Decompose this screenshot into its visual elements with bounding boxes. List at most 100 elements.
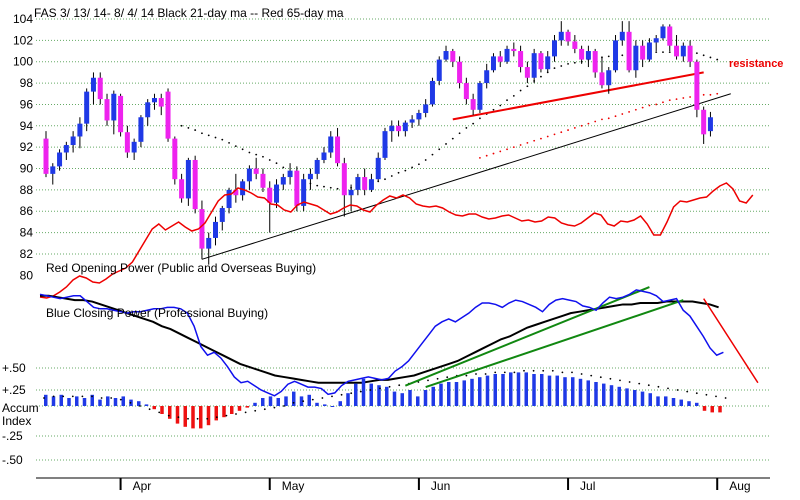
candle-body xyxy=(192,159,198,210)
ma21-dot xyxy=(499,104,502,107)
ma65-dot xyxy=(716,92,719,95)
candle-body xyxy=(131,141,137,153)
candle-body xyxy=(97,77,103,100)
accum-ma-dot xyxy=(119,398,122,401)
accum-ma-dot xyxy=(388,385,391,388)
candle-body xyxy=(43,138,49,174)
candle-body xyxy=(84,91,90,124)
ma21-dot xyxy=(424,159,427,161)
candle-body xyxy=(260,173,266,188)
candle-body xyxy=(423,104,429,113)
candle-body xyxy=(368,179,374,190)
accum-ma-dot xyxy=(81,395,84,398)
ma21-dot xyxy=(248,151,251,154)
ma65-dot xyxy=(546,135,549,138)
candle-body xyxy=(396,125,402,132)
candle-body xyxy=(70,136,76,146)
accum-axis-label: +.50 xyxy=(2,361,26,375)
ma65-dot xyxy=(675,98,678,100)
accum-ma-dot xyxy=(686,390,689,393)
candle-body xyxy=(633,45,639,71)
ma65-dot xyxy=(702,93,705,96)
ma21-dot xyxy=(262,155,264,158)
candle-body xyxy=(572,41,578,49)
accum-bar xyxy=(532,374,536,406)
price-tick-label: 88 xyxy=(20,183,34,197)
accum-ma-dot xyxy=(503,371,506,374)
ma21-dot xyxy=(336,187,339,190)
accum-bar xyxy=(485,375,490,406)
candle-body xyxy=(436,59,442,81)
candle-body xyxy=(294,170,300,206)
candle-body xyxy=(497,56,503,62)
accum-ma-dot xyxy=(206,417,209,420)
ma21-dot xyxy=(553,67,556,70)
accum-ma-dot xyxy=(359,390,362,393)
ma21-dot xyxy=(390,175,393,177)
accum-bar xyxy=(67,398,71,406)
accum-bar xyxy=(175,406,180,424)
red-opening-power-line xyxy=(39,182,754,299)
price-candles xyxy=(43,21,713,265)
candle-body xyxy=(511,48,517,52)
accum-bar xyxy=(416,396,420,406)
accum-bar xyxy=(168,406,172,419)
candle-body xyxy=(253,168,259,174)
ma21-dot xyxy=(709,56,712,59)
ma21-dot xyxy=(655,51,658,54)
candle-body xyxy=(301,179,307,206)
ma21-dot xyxy=(418,163,420,166)
accum-axis-label: -.50 xyxy=(2,453,23,467)
candle-body xyxy=(701,109,707,135)
candle-body xyxy=(477,83,483,110)
ma21-dot xyxy=(384,178,386,181)
ma21-dot xyxy=(207,134,210,137)
accum-ma-dot xyxy=(292,401,295,404)
accum-bar xyxy=(214,406,218,421)
candle-body xyxy=(585,51,591,60)
accum-bar xyxy=(633,390,637,406)
accum-bar xyxy=(292,391,296,406)
candle-body xyxy=(694,61,700,110)
ma65-dot xyxy=(689,96,691,98)
resistance-line xyxy=(452,71,704,121)
accum-bar xyxy=(423,390,428,406)
red-power-label: Red Opening Power (Public and Overseas B… xyxy=(46,261,316,275)
candle-body xyxy=(382,131,388,158)
accum-bar xyxy=(315,402,319,406)
price-tick-label: 104 xyxy=(13,12,33,26)
ma65-dot xyxy=(587,122,590,125)
accum-ma-dot xyxy=(263,408,266,411)
month-label: Aug xyxy=(729,479,750,493)
candle-body xyxy=(552,40,557,57)
accum-bar xyxy=(462,380,466,406)
candle-body xyxy=(226,189,232,209)
accum-bar xyxy=(307,394,311,406)
accum-ma-dot xyxy=(62,395,65,398)
candle-body xyxy=(429,80,435,105)
accum-bar xyxy=(400,393,404,406)
candle-body xyxy=(375,157,381,180)
candle-body xyxy=(341,163,347,196)
month-label: Apr xyxy=(133,479,152,493)
accum-ma-dot xyxy=(167,414,170,417)
accum-ma-dot xyxy=(43,397,45,399)
ma65-dot xyxy=(526,141,529,144)
ma21-dot xyxy=(519,89,522,92)
accum-bar xyxy=(664,396,668,406)
accum-bar xyxy=(392,391,397,406)
ma21-dot xyxy=(241,148,244,151)
candle-body xyxy=(707,117,713,132)
accum-bar xyxy=(276,398,280,406)
accum-bar xyxy=(284,396,288,406)
ma21-dot xyxy=(329,186,332,189)
accum-bar xyxy=(702,406,707,411)
candle-body xyxy=(565,31,571,42)
accum-bar xyxy=(160,406,164,414)
candle-body xyxy=(77,123,83,137)
ma21-dot xyxy=(180,124,183,127)
accum-bar xyxy=(540,374,544,406)
candle-body xyxy=(280,177,286,185)
candle-body xyxy=(185,159,191,199)
